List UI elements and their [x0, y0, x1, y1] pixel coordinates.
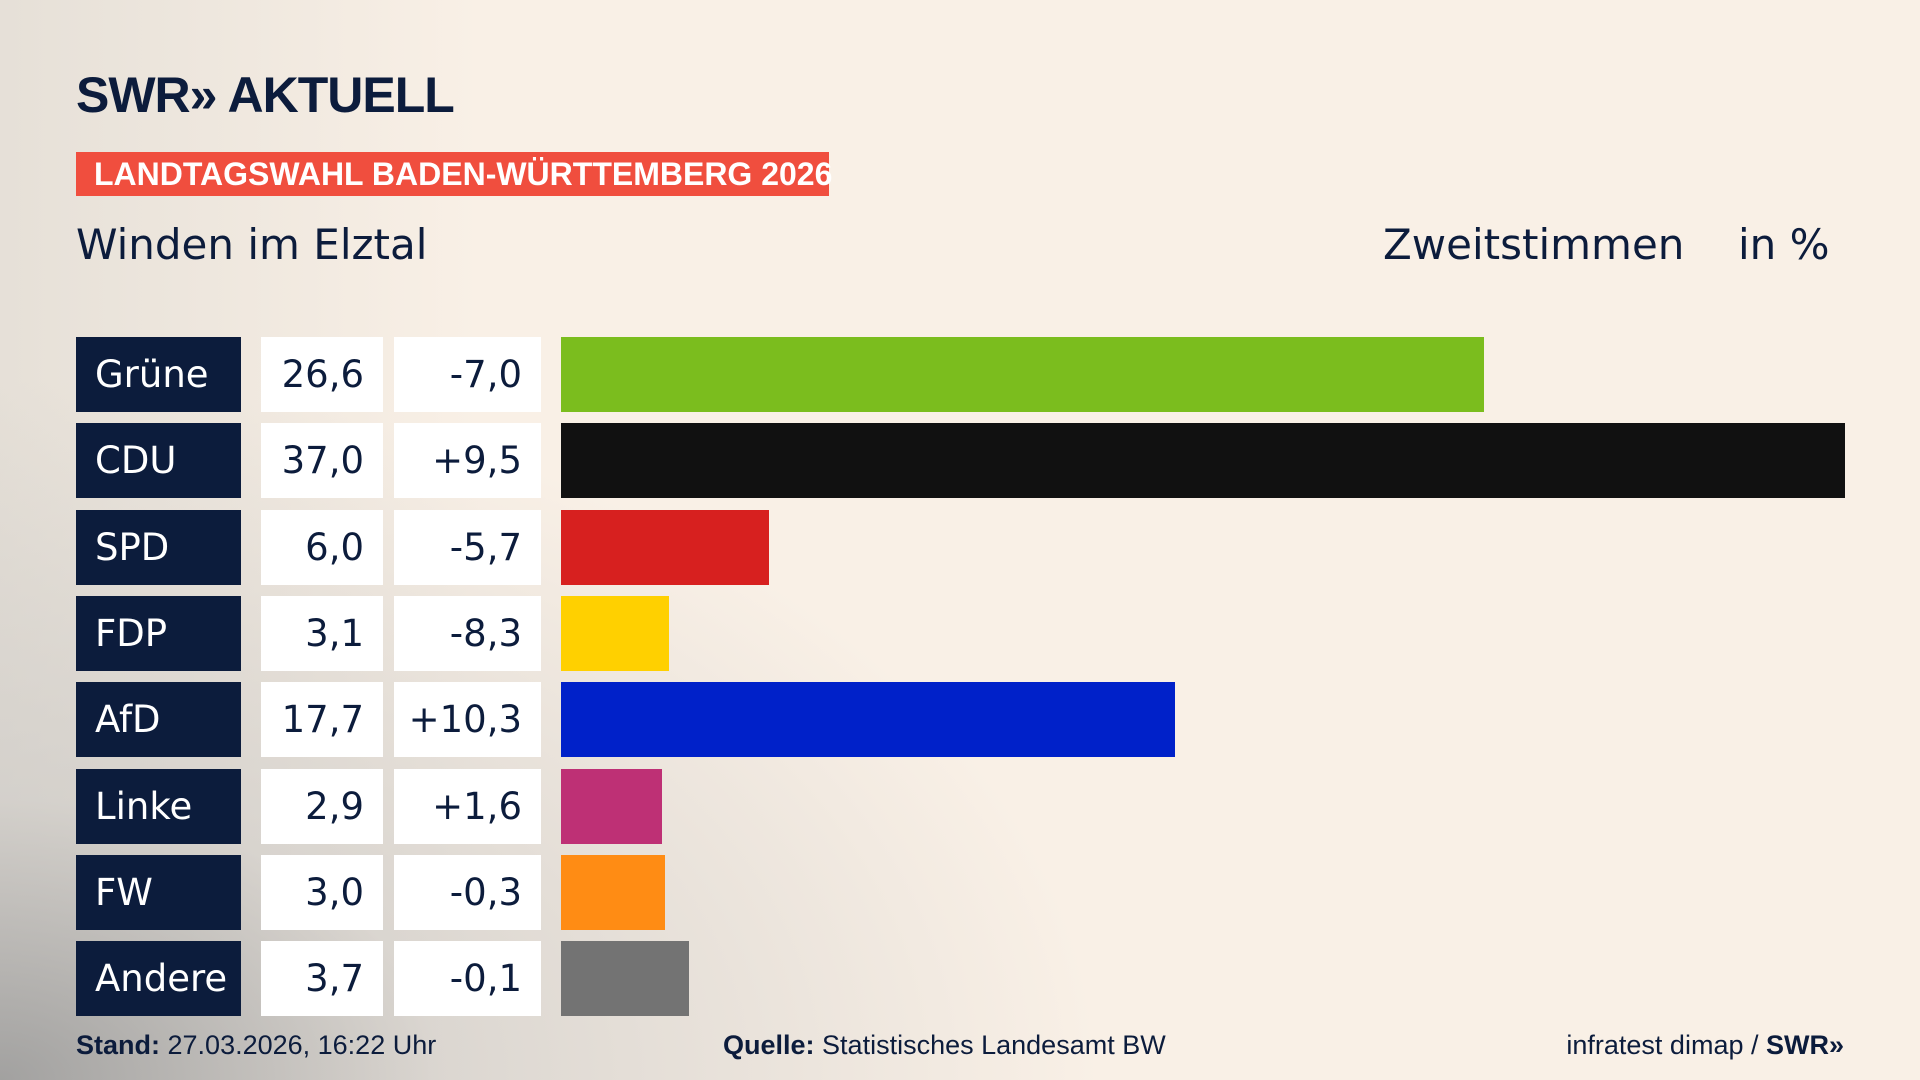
swr-logo: SWR» [1765, 1030, 1844, 1060]
vote-change: +10,3 [394, 682, 541, 758]
vote-share: 3,7 [261, 941, 383, 1017]
bar-fdp [561, 595, 669, 671]
party-label: Andere [76, 941, 241, 1017]
party-label: SPD [76, 509, 241, 585]
unit-label: in % [1738, 220, 1830, 269]
vote-change: +1,6 [394, 768, 541, 844]
vote-share: 26,6 [261, 337, 383, 412]
vote-share: 3,1 [261, 595, 383, 671]
party-label: CDU [76, 423, 241, 499]
bar-afd [561, 682, 1176, 758]
bar-linke [561, 768, 662, 844]
vote-share: 2,9 [261, 768, 383, 844]
swr-aktuell-logo: SWR» AKTUELL [76, 67, 455, 123]
vote-change: -5,7 [394, 509, 541, 585]
party-label: Grüne [76, 337, 241, 412]
metric-label: Zweitstimmen [1383, 220, 1685, 269]
party-label: FDP [76, 595, 241, 671]
timestamp: Stand: 27.03.2026, 16:22 Uhr [76, 1030, 436, 1061]
election-banner: LANDTAGSWAHL BADEN-WÜRTTEMBERG 2026 [76, 152, 832, 196]
vote-change: -7,0 [394, 337, 541, 412]
vote-change: -8,3 [394, 595, 541, 671]
credit-text: infratest dimap / [1566, 1030, 1766, 1060]
bar-cdu [561, 423, 1845, 499]
stand-label: Stand: [76, 1030, 160, 1060]
vote-share: 37,0 [261, 423, 383, 499]
vote-change: +9,5 [394, 423, 541, 499]
source-value: Statistisches Landesamt BW [822, 1030, 1166, 1060]
location-title: Winden im Elztal [76, 220, 428, 269]
bar-andere [561, 941, 690, 1017]
vote-change: -0,1 [394, 941, 541, 1017]
vote-change: -0,3 [394, 854, 541, 930]
vote-share: 3,0 [261, 854, 383, 930]
credit: infratest dimap / SWR» [1566, 1030, 1844, 1061]
bar-grüne [561, 337, 1485, 412]
party-label: FW [76, 854, 241, 930]
bar-spd [561, 509, 770, 585]
source-label: Quelle: [723, 1030, 815, 1060]
party-label: AfD [76, 682, 241, 758]
bar-fw [561, 854, 666, 930]
vote-share: 6,0 [261, 509, 383, 585]
party-label: Linke [76, 768, 241, 844]
source: Quelle: Statistisches Landesamt BW [723, 1030, 1166, 1061]
vote-share: 17,7 [261, 682, 383, 758]
stand-value: 27.03.2026, 16:22 Uhr [167, 1030, 437, 1060]
